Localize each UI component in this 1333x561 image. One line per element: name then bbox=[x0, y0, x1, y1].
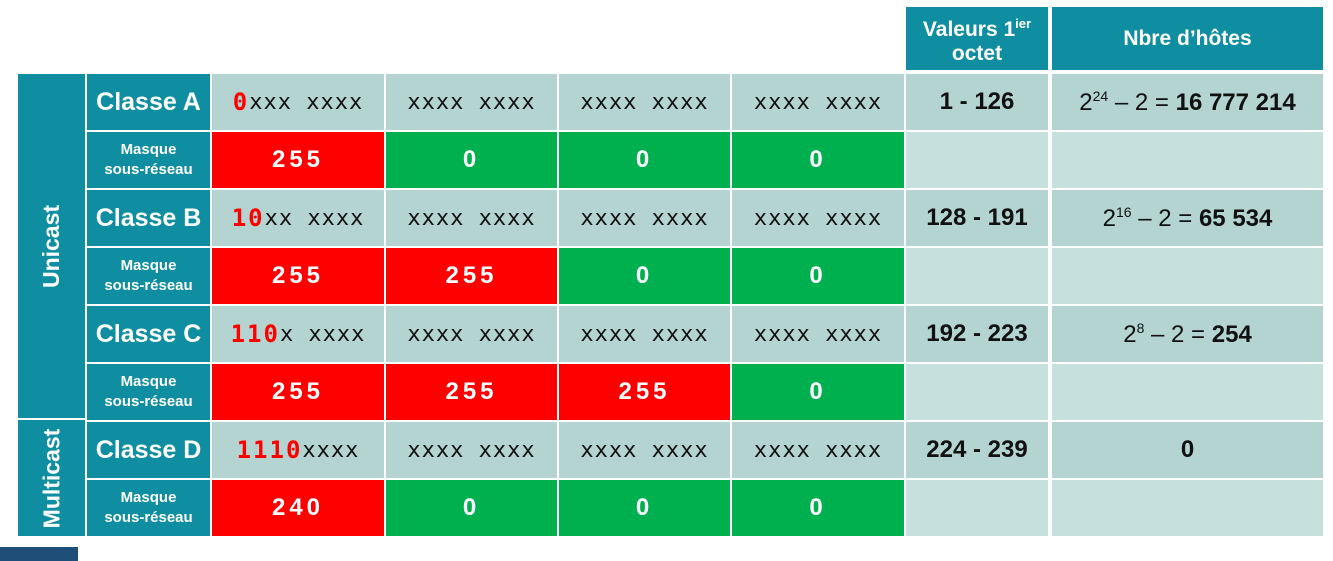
classe-b-octet-2: xxxx xxxx bbox=[386, 190, 557, 246]
classe-a-octet-2: xxxx xxxx bbox=[386, 74, 557, 130]
classe-b-mask-octet-2: 255 bbox=[386, 248, 557, 304]
classe-c-octet-1: 110 x xxxx bbox=[212, 306, 384, 362]
hosts-formula: 216 – 2 = 65 534 bbox=[1103, 204, 1273, 233]
hosts-base: 2 bbox=[1123, 320, 1137, 348]
group-unicast-label: Unicast bbox=[38, 204, 64, 288]
header-nbre-hotes-text: Nbre d’hôtes bbox=[1123, 26, 1252, 50]
leading-bits: 110 bbox=[230, 320, 280, 348]
classe-b-mask-hosts-empty bbox=[1052, 248, 1323, 304]
group-multicast-label: Multicast bbox=[38, 428, 64, 528]
hosts-formula: 28 – 2 = 254 bbox=[1123, 320, 1252, 349]
octet-bits: xxx xxxx bbox=[249, 89, 364, 115]
classe-a-mask-octet-4: 0 bbox=[732, 132, 904, 188]
octet-bits: x xxxx bbox=[279, 321, 366, 347]
classe-b-octet-1: 10 xx xxxx bbox=[212, 190, 384, 246]
hosts-exponent: 8 bbox=[1136, 319, 1145, 336]
classe-a-hosts: 224 – 2 = 16 777 214 bbox=[1052, 74, 1323, 130]
classe-d-octet-3: xxxx xxxx bbox=[559, 422, 730, 478]
hosts-value: 16 777 214 bbox=[1175, 88, 1296, 116]
classe-c-label: Classe C bbox=[87, 306, 210, 362]
hosts-base: 2 bbox=[1079, 88, 1093, 116]
classe-d-mask-octet-4: 0 bbox=[732, 480, 904, 536]
hosts-operator: – 2 = bbox=[1144, 320, 1212, 348]
classe-b-mask-octet-3: 0 bbox=[559, 248, 730, 304]
classe-c-mask-octet-1: 255 bbox=[212, 364, 384, 420]
mask-label-line1: Masque bbox=[120, 489, 177, 506]
classe-d-mask-range-empty bbox=[906, 480, 1048, 536]
classe-a-mask-octet-2: 0 bbox=[386, 132, 557, 188]
classe-b-mask-label: Masque sous-réseau bbox=[87, 248, 210, 304]
header-valeurs-premier-octet: Valeurs 1ier octet bbox=[906, 7, 1048, 70]
classe-a-mask-hosts-empty bbox=[1052, 132, 1323, 188]
classe-c-range: 192 - 223 bbox=[906, 306, 1048, 362]
classe-b-label: Classe B bbox=[87, 190, 210, 246]
classe-d-octet-4: xxxx xxxx bbox=[732, 422, 904, 478]
classe-d-mask-octet-1: 240 bbox=[212, 480, 384, 536]
classe-b-mask-octet-1: 255 bbox=[212, 248, 384, 304]
classe-c-octet-2: xxxx xxxx bbox=[386, 306, 557, 362]
classe-a-mask-label: Masque sous-réseau bbox=[87, 132, 210, 188]
classe-c-mask-octet-3: 255 bbox=[559, 364, 730, 420]
header-valeurs-text: Valeurs 1 bbox=[922, 17, 1016, 41]
hosts-operator: – 2 = bbox=[1131, 204, 1199, 232]
classe-d-label: Classe D bbox=[87, 422, 210, 478]
classe-d-mask-hosts-empty bbox=[1052, 480, 1323, 536]
mask-label-line1: Masque bbox=[120, 373, 177, 390]
classe-d-range: 224 - 239 bbox=[906, 422, 1048, 478]
classe-d-hosts: 0 bbox=[1052, 422, 1323, 478]
classe-d-octet-1: 1110 xxxx bbox=[212, 422, 384, 478]
classe-d-octet-2: xxxx xxxx bbox=[386, 422, 557, 478]
classe-a-octet-4: xxxx xxxx bbox=[732, 74, 904, 130]
leading-bits: 0 bbox=[232, 88, 250, 116]
classe-c-mask-octet-2: 255 bbox=[386, 364, 557, 420]
hosts-value: 0 bbox=[1180, 436, 1195, 463]
classe-d-mask-label: Masque sous-réseau bbox=[87, 480, 210, 536]
classe-c-hosts: 28 – 2 = 254 bbox=[1052, 306, 1323, 362]
hosts-operator: – 2 = bbox=[1108, 88, 1176, 116]
mask-label-line2: sous-réseau bbox=[104, 509, 193, 526]
classe-b-octet-3: xxxx xxxx bbox=[559, 190, 730, 246]
classe-c-octet-4: xxxx xxxx bbox=[732, 306, 904, 362]
hosts-exponent: 16 bbox=[1115, 203, 1132, 220]
mask-label-line1: Masque bbox=[120, 257, 177, 274]
classe-c-mask-label: Masque sous-réseau bbox=[87, 364, 210, 420]
header-nbre-hotes: Nbre d’hôtes bbox=[1052, 7, 1323, 70]
hosts-value: 254 bbox=[1211, 320, 1252, 348]
group-multicast: Multicast bbox=[18, 420, 85, 536]
classe-a-label: Classe A bbox=[87, 74, 210, 130]
leading-bits: 10 bbox=[231, 204, 265, 232]
mask-label-line1: Masque bbox=[120, 141, 177, 158]
classe-c-mask-hosts-empty bbox=[1052, 364, 1323, 420]
header-valeurs-sup: ier bbox=[1015, 15, 1032, 31]
classe-a-mask-range-empty bbox=[906, 132, 1048, 188]
classe-a-octet-1: 0 xxx xxxx bbox=[212, 74, 384, 130]
classe-c-mask-range-empty bbox=[906, 364, 1048, 420]
classe-c-mask-octet-4: 0 bbox=[732, 364, 904, 420]
classe-b-octet-4: xxxx xxxx bbox=[732, 190, 904, 246]
hosts-base: 2 bbox=[1102, 204, 1116, 232]
classe-b-hosts: 216 – 2 = 65 534 bbox=[1052, 190, 1323, 246]
classe-d-mask-octet-3: 0 bbox=[559, 480, 730, 536]
octet-bits: xxxx bbox=[302, 437, 360, 463]
classe-a-mask-octet-3: 0 bbox=[559, 132, 730, 188]
classe-a-mask-octet-1: 255 bbox=[212, 132, 384, 188]
group-unicast: Unicast bbox=[18, 74, 85, 418]
classe-b-range: 128 - 191 bbox=[906, 190, 1048, 246]
leading-bits: 1110 bbox=[236, 436, 303, 464]
classe-c-octet-3: xxxx xxxx bbox=[559, 306, 730, 362]
header-octet-text: octet bbox=[951, 41, 1003, 65]
mask-label-line2: sous-réseau bbox=[104, 277, 193, 294]
footer-accent-bar bbox=[0, 547, 78, 561]
classe-a-range: 1 - 126 bbox=[906, 74, 1048, 130]
hosts-formula: 224 – 2 = 16 777 214 bbox=[1079, 88, 1295, 117]
classe-d-mask-octet-2: 0 bbox=[386, 480, 557, 536]
hosts-exponent: 24 bbox=[1092, 87, 1109, 104]
mask-label-line2: sous-réseau bbox=[104, 161, 193, 178]
classe-a-octet-3: xxxx xxxx bbox=[559, 74, 730, 130]
mask-label-line2: sous-réseau bbox=[104, 393, 193, 410]
octet-bits: xx xxxx bbox=[264, 205, 365, 231]
classe-b-mask-range-empty bbox=[906, 248, 1048, 304]
hosts-value: 65 534 bbox=[1198, 204, 1273, 232]
classe-b-mask-octet-4: 0 bbox=[732, 248, 904, 304]
